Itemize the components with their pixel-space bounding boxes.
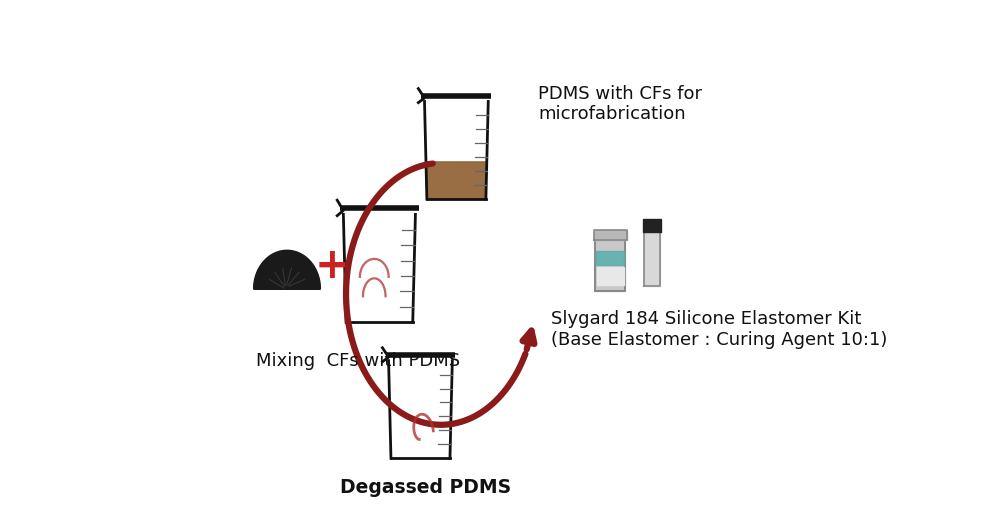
Polygon shape bbox=[597, 267, 624, 285]
Polygon shape bbox=[594, 230, 627, 240]
Text: Degassed PDMS: Degassed PDMS bbox=[340, 478, 511, 497]
Polygon shape bbox=[254, 250, 320, 289]
Polygon shape bbox=[343, 214, 415, 322]
Polygon shape bbox=[595, 240, 625, 292]
Polygon shape bbox=[643, 219, 661, 232]
Text: +: + bbox=[314, 245, 349, 287]
Polygon shape bbox=[389, 361, 452, 458]
Text: Mixing  CFs with PDMS: Mixing CFs with PDMS bbox=[256, 351, 460, 369]
Polygon shape bbox=[644, 232, 660, 286]
Polygon shape bbox=[596, 251, 624, 265]
Polygon shape bbox=[426, 162, 487, 199]
Text: PDMS with CFs for
microfabrication: PDMS with CFs for microfabrication bbox=[538, 85, 702, 123]
Polygon shape bbox=[425, 102, 488, 199]
Text: Slygard 184 Silicone Elastomer Kit
(Base Elastomer : Curing Agent 10:1): Slygard 184 Silicone Elastomer Kit (Base… bbox=[551, 311, 888, 349]
